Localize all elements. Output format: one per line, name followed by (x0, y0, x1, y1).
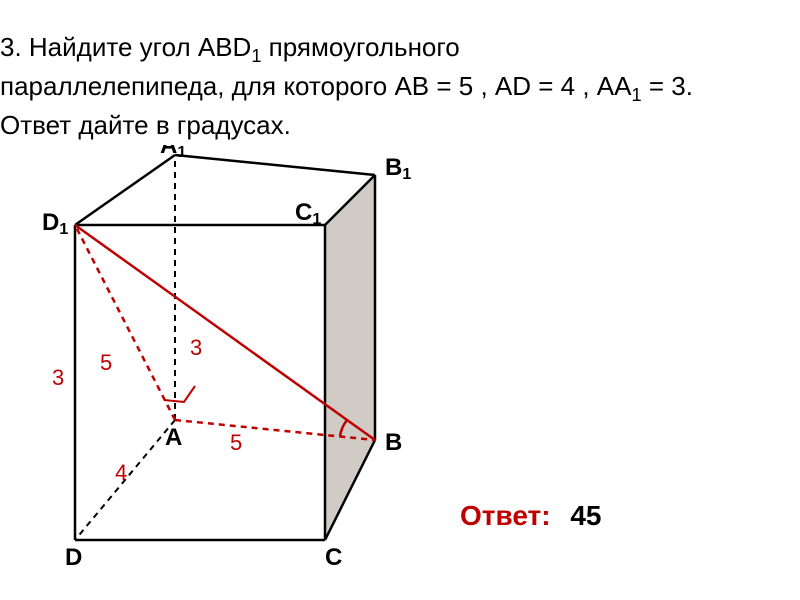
answer-label: Ответ: (460, 500, 551, 531)
label-D1: D1 (42, 209, 68, 238)
label-C1: C1 (295, 199, 321, 228)
angle-sub: 1 (251, 46, 261, 66)
right-angle-marker (164, 386, 195, 402)
answer-value: 45 (570, 500, 601, 531)
label-B1: B1 (385, 154, 411, 183)
line1-prefix: 3. Найдите угол (0, 32, 198, 62)
line1-suffix: прямоугольного (261, 32, 459, 62)
edge-D1-A1 (75, 155, 175, 225)
val-AD: 4 (115, 460, 127, 485)
angle-name: ABD (198, 32, 251, 62)
label-A1: A1 (160, 145, 186, 161)
parallelepiped-diagram: A1 B1 C1 D1 A B C D 3 5 3 4 5 (40, 145, 460, 575)
shaded-face (325, 175, 375, 540)
line2-suffix: = 3. (642, 71, 693, 101)
label-B: B (385, 429, 402, 456)
val-AD1: 5 (100, 350, 112, 375)
label-D: D (65, 544, 82, 571)
label-A: A (165, 424, 182, 451)
answer-block: Ответ: 45 (460, 500, 602, 532)
seg-A-D1 (75, 225, 175, 420)
val-AB: 5 (230, 430, 242, 455)
val-DD1: 3 (52, 365, 64, 390)
edge-A1-B1 (175, 155, 375, 175)
line3: Ответ дайте в градусах. (0, 110, 291, 140)
line2: параллелепипеда, для которого АВ = 5 , А… (0, 71, 631, 101)
label-C: C (325, 544, 342, 571)
line2-sub: 1 (631, 85, 641, 105)
problem-statement: 3. Найдите угол ABD1 прямоугольного пара… (0, 30, 780, 143)
val-AB-inner: 3 (190, 335, 202, 360)
